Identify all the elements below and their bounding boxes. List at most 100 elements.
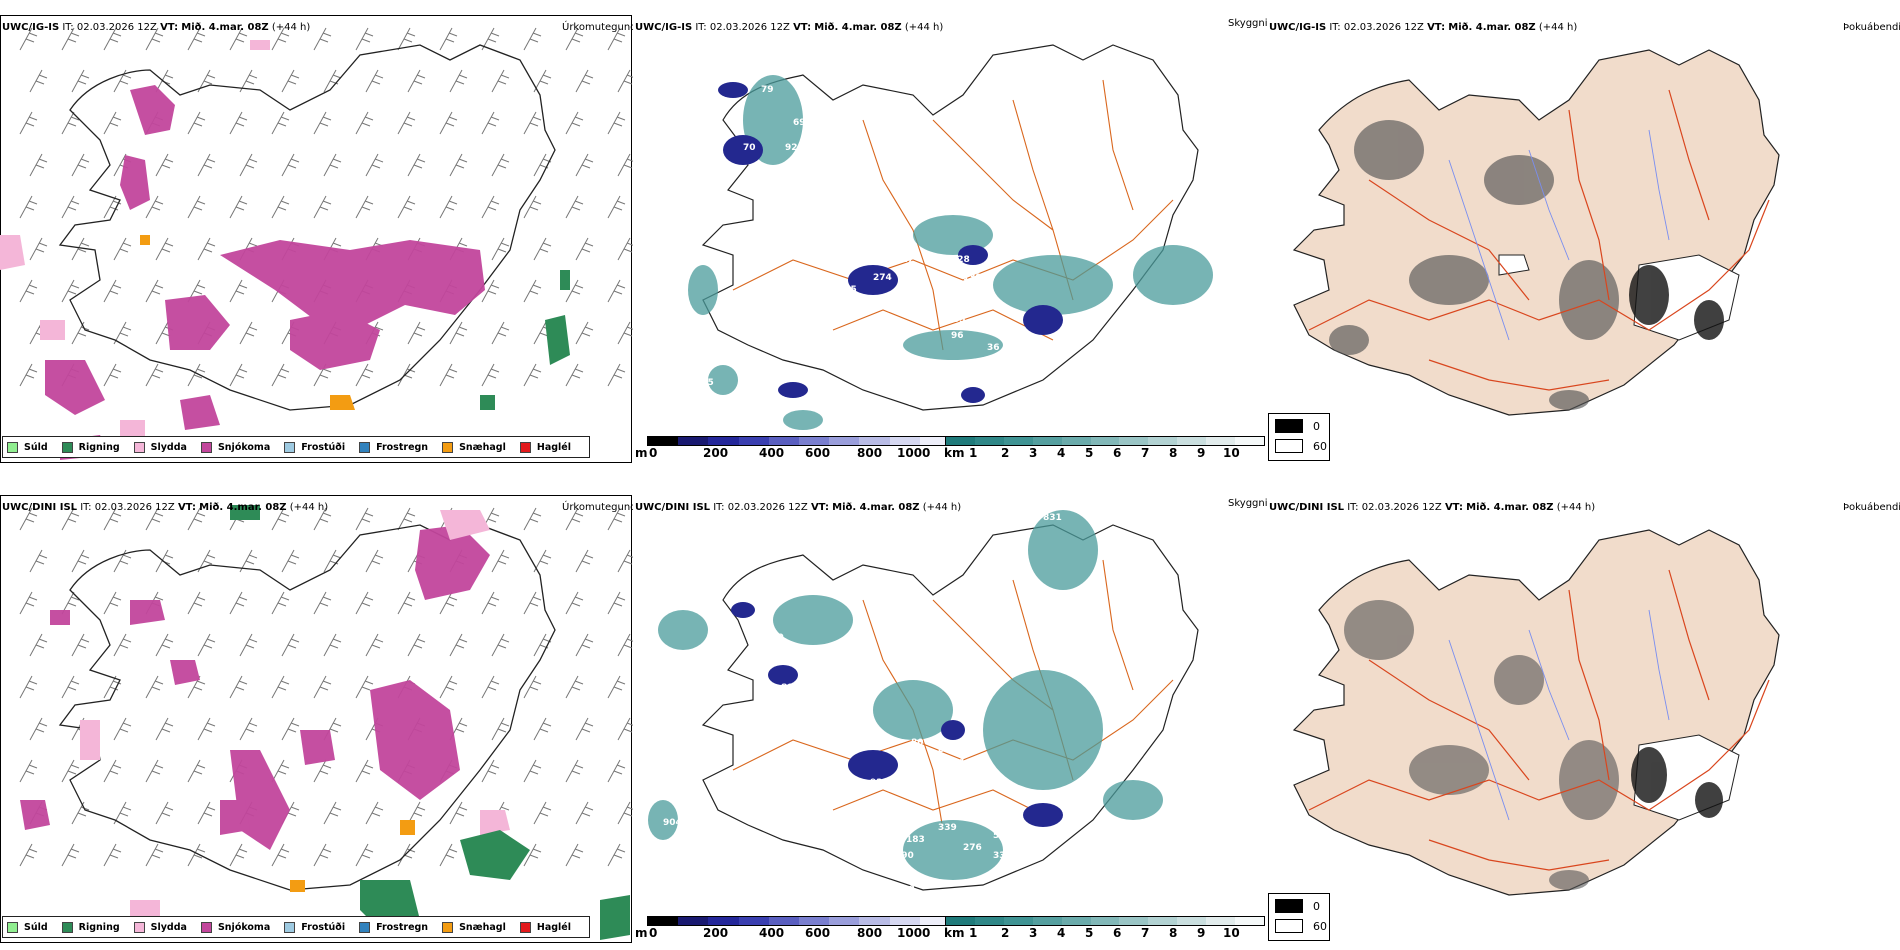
wind-barb xyxy=(491,69,510,93)
snow-pellet-areas xyxy=(290,820,415,892)
wind-barb xyxy=(229,675,248,699)
visibility-value-label: 87 xyxy=(773,578,786,588)
wind-barb xyxy=(271,363,290,387)
wind-barb xyxy=(397,195,416,219)
wind-barb xyxy=(187,591,206,615)
iceland-land xyxy=(1292,529,1780,896)
wind-barb xyxy=(19,195,38,219)
legend-item-snaehagl: Snæhagl xyxy=(442,441,506,453)
wind-barb xyxy=(239,153,258,177)
wind-barb xyxy=(355,675,374,699)
visibility-value-label: 69 xyxy=(825,773,838,783)
wind-barb xyxy=(61,111,80,135)
visibility-value-label: 992 xyxy=(705,198,724,208)
precip-type-title: Úrkomutegund xyxy=(562,502,633,513)
wind-barb xyxy=(103,843,122,867)
wind-barb xyxy=(145,843,164,867)
m-tick-1000: 1000 xyxy=(897,446,931,460)
visibility-title: Skyggni xyxy=(1228,498,1268,509)
wind-barb xyxy=(29,633,48,657)
wind-barb xyxy=(103,759,122,783)
km-tick-10: 10 xyxy=(1223,446,1240,460)
wind-barb xyxy=(229,363,248,387)
wind-barb xyxy=(313,759,332,783)
km-tick-1: 1 xyxy=(969,926,978,940)
m-tick-400: 400 xyxy=(759,926,785,940)
wind-barb xyxy=(113,717,132,741)
precip-type-legend: Súld Rigning Slydda Snjókoma Frostúði Fr… xyxy=(2,436,590,458)
legend-item-sudl: Súld xyxy=(7,921,48,933)
wind-barb xyxy=(313,111,332,135)
km-tick-2: 2 xyxy=(1001,926,1010,940)
snow-pellet-areas xyxy=(140,235,355,410)
wind-barb xyxy=(103,363,122,387)
m-tick-800: 800 xyxy=(857,926,883,940)
wind-barb xyxy=(29,237,48,261)
m-tick-800: 800 xyxy=(857,446,883,460)
km-tick-6: 6 xyxy=(1113,926,1122,940)
wind-barb xyxy=(61,195,80,219)
wind-barb xyxy=(281,153,300,177)
fog-indicator-panel-ig: UWC/IG-IS IT: 02.03.2026 12Z VT: Mið. 4.… xyxy=(1269,0,1900,470)
km-tick-7: 7 xyxy=(1141,446,1150,460)
wind-barb xyxy=(565,591,584,615)
wind-barb xyxy=(187,27,206,51)
precip-map-dini xyxy=(19,505,633,940)
wind-barbs-layer xyxy=(19,507,633,867)
low-visibility-m xyxy=(731,602,1063,827)
wind-barb xyxy=(103,591,122,615)
km-tick-1: 1 xyxy=(969,446,978,460)
wind-barb xyxy=(71,801,90,825)
fog-shading xyxy=(1344,600,1619,890)
wind-barb xyxy=(607,195,626,219)
fog-dark-core xyxy=(1629,265,1724,340)
fog-key-row2: 0 60 xyxy=(1268,893,1330,941)
wind-barb xyxy=(103,279,122,303)
wind-barb xyxy=(155,633,174,657)
km-tick-3: 3 xyxy=(1029,446,1038,460)
wind-barb xyxy=(239,633,258,657)
legend-item-snjokoma: Snjókoma xyxy=(200,441,270,453)
wind-barb xyxy=(439,111,458,135)
wind-barb xyxy=(229,843,248,867)
wind-barb xyxy=(397,27,416,51)
wind-barb xyxy=(187,111,206,135)
visibility-value-label: 70 xyxy=(743,143,756,153)
wind-barb xyxy=(565,507,584,531)
visibility-value-label: 216 xyxy=(953,758,972,768)
visibility-value-label: 338 xyxy=(993,851,1012,861)
km-tick-5: 5 xyxy=(1085,926,1094,940)
wind-barb xyxy=(481,279,500,303)
wind-barb xyxy=(19,675,38,699)
km-tick-2: 2 xyxy=(1001,446,1010,460)
legend-item-frostregn: Frostregn xyxy=(359,921,428,933)
visibility-value-label: 139 xyxy=(963,273,982,283)
visibility-value-label: 141 xyxy=(881,355,900,365)
wind-barb xyxy=(281,69,300,93)
iceland-coastline xyxy=(701,524,1199,891)
wind-barb xyxy=(407,321,426,345)
wind-barb xyxy=(523,363,542,387)
m-tick-400: 400 xyxy=(759,446,785,460)
m-color-strip xyxy=(647,916,951,926)
legend-item-slydda: Slydda xyxy=(133,921,187,933)
wind-barb xyxy=(271,195,290,219)
visibility-value-label: 56 xyxy=(908,398,921,408)
visibility-value-label: 183 xyxy=(906,835,925,845)
wind-barb xyxy=(523,759,542,783)
wind-barb xyxy=(491,153,510,177)
legend-item-frostregn: Frostregn xyxy=(359,441,428,453)
wind-barb xyxy=(523,675,542,699)
wind-barb xyxy=(617,237,633,261)
low-visibility-m xyxy=(718,82,1063,403)
wind-barb xyxy=(271,591,290,615)
m-tick-600: 600 xyxy=(805,446,831,460)
km-color-strip xyxy=(945,436,1265,446)
iceland-land xyxy=(1292,49,1780,416)
wind-barb xyxy=(229,279,248,303)
row2-panel1-header: UWC/DINI ISL IT: 02.03.2026 12Z VT: Mið.… xyxy=(2,502,329,513)
rivers xyxy=(1448,609,1670,821)
visibility-value-label: 36 xyxy=(987,343,1000,353)
wind-barb xyxy=(565,363,584,387)
